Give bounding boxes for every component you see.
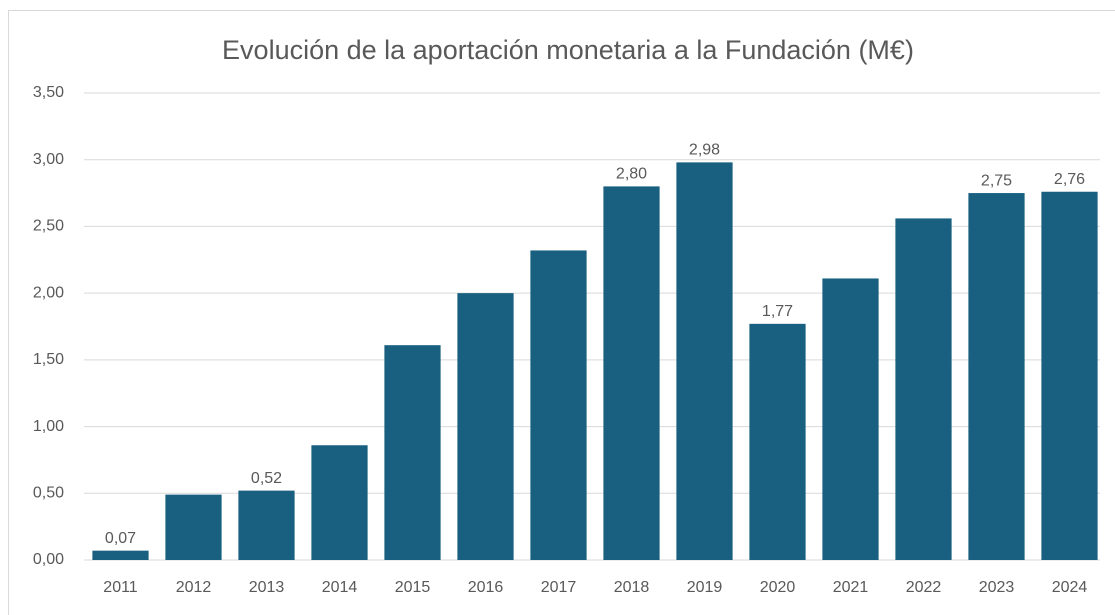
x-tick-label: 2024 bbox=[1052, 579, 1088, 596]
data-label: 2,98 bbox=[689, 142, 720, 159]
bar bbox=[603, 186, 660, 560]
x-tick-label: 2018 bbox=[614, 579, 650, 596]
bar bbox=[238, 490, 295, 560]
bar bbox=[311, 445, 368, 560]
bar bbox=[895, 218, 952, 560]
y-tick-label: 0,00 bbox=[33, 551, 64, 568]
x-tick-label: 2022 bbox=[906, 579, 942, 596]
x-tick-label: 2016 bbox=[468, 579, 504, 596]
bar bbox=[384, 345, 441, 560]
bar bbox=[92, 550, 149, 560]
bar bbox=[530, 250, 587, 560]
bar bbox=[968, 193, 1025, 561]
y-tick-label: 2,00 bbox=[33, 284, 64, 301]
x-tick-label: 2017 bbox=[541, 579, 577, 596]
data-label: 0,52 bbox=[251, 470, 282, 487]
x-tick-label: 2014 bbox=[322, 579, 358, 596]
data-label: 1,77 bbox=[762, 303, 793, 320]
x-tick-label: 2021 bbox=[833, 579, 869, 596]
y-tick-label: 3,00 bbox=[33, 151, 64, 168]
bar bbox=[676, 162, 733, 560]
x-tick-label: 2015 bbox=[395, 579, 431, 596]
y-tick-label: 1,00 bbox=[33, 418, 64, 435]
x-tick-label: 2012 bbox=[176, 579, 212, 596]
x-tick-label: 2019 bbox=[687, 579, 723, 596]
y-tick-label: 3,50 bbox=[33, 84, 64, 101]
x-tick-label: 2011 bbox=[103, 579, 138, 596]
y-tick-label: 0,50 bbox=[33, 485, 64, 502]
y-tick-label: 1,50 bbox=[33, 351, 64, 368]
bar bbox=[1041, 191, 1098, 561]
data-label: 2,75 bbox=[981, 172, 1012, 189]
chart-title: Evolución de la aportación monetaria a l… bbox=[222, 35, 914, 65]
data-label: 2,80 bbox=[616, 166, 647, 183]
data-label: 2,76 bbox=[1054, 171, 1085, 188]
bar bbox=[457, 293, 514, 560]
bar bbox=[822, 278, 879, 560]
x-tick-label: 2020 bbox=[760, 579, 796, 596]
bar bbox=[165, 494, 222, 560]
data-label: 0,07 bbox=[105, 530, 136, 547]
x-tick-label: 2023 bbox=[979, 579, 1015, 596]
y-tick-label: 2,50 bbox=[33, 218, 64, 235]
bar bbox=[749, 323, 806, 560]
x-tick-label: 2013 bbox=[249, 579, 285, 596]
